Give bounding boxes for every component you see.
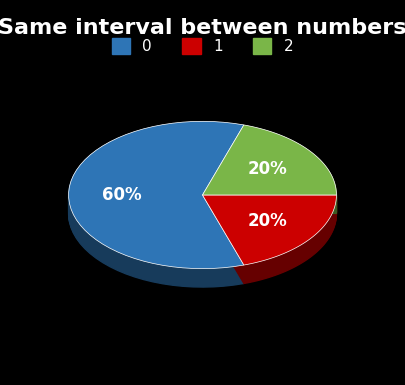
Polygon shape: [202, 211, 337, 281]
Polygon shape: [202, 199, 337, 269]
Legend: 0, 1, 2: 0, 1, 2: [106, 32, 299, 60]
Polygon shape: [202, 133, 337, 203]
Polygon shape: [202, 205, 337, 275]
Polygon shape: [202, 213, 337, 283]
Polygon shape: [69, 139, 244, 286]
Polygon shape: [202, 207, 337, 277]
Polygon shape: [69, 131, 244, 278]
Polygon shape: [69, 124, 244, 271]
Polygon shape: [202, 142, 337, 213]
Polygon shape: [202, 134, 337, 204]
Polygon shape: [202, 203, 337, 273]
Polygon shape: [69, 136, 244, 283]
Polygon shape: [69, 123, 244, 270]
Polygon shape: [202, 201, 337, 271]
Polygon shape: [202, 196, 337, 266]
Polygon shape: [69, 124, 244, 271]
Polygon shape: [69, 137, 244, 285]
Polygon shape: [202, 126, 337, 196]
Polygon shape: [69, 126, 244, 273]
Polygon shape: [202, 204, 337, 275]
Polygon shape: [202, 206, 337, 276]
Polygon shape: [69, 129, 244, 277]
Text: 20%: 20%: [247, 212, 288, 230]
Polygon shape: [69, 138, 244, 286]
Polygon shape: [202, 126, 337, 196]
Polygon shape: [202, 139, 337, 209]
Polygon shape: [202, 197, 337, 267]
Polygon shape: [202, 129, 337, 199]
Polygon shape: [69, 128, 244, 275]
Polygon shape: [202, 198, 337, 268]
Polygon shape: [202, 141, 337, 211]
Polygon shape: [69, 122, 244, 270]
Polygon shape: [202, 143, 337, 213]
Polygon shape: [202, 136, 337, 206]
Polygon shape: [202, 195, 337, 265]
Polygon shape: [202, 125, 337, 195]
Polygon shape: [202, 196, 337, 266]
Polygon shape: [202, 132, 337, 202]
Polygon shape: [69, 137, 244, 284]
Polygon shape: [202, 138, 337, 208]
Polygon shape: [202, 132, 337, 203]
Polygon shape: [69, 132, 244, 279]
Polygon shape: [69, 127, 244, 274]
Polygon shape: [202, 208, 337, 278]
Polygon shape: [202, 209, 337, 279]
Polygon shape: [69, 129, 244, 276]
Polygon shape: [202, 127, 337, 197]
Polygon shape: [202, 135, 337, 205]
Polygon shape: [69, 121, 244, 269]
Polygon shape: [202, 213, 337, 283]
Polygon shape: [202, 140, 337, 210]
Polygon shape: [202, 128, 337, 198]
Polygon shape: [202, 199, 337, 270]
Polygon shape: [202, 212, 337, 282]
Polygon shape: [202, 210, 337, 280]
Polygon shape: [202, 137, 337, 208]
Polygon shape: [69, 140, 244, 287]
Polygon shape: [69, 135, 244, 283]
Polygon shape: [202, 134, 337, 204]
Polygon shape: [69, 130, 244, 278]
Polygon shape: [69, 134, 244, 281]
Polygon shape: [202, 211, 337, 281]
Polygon shape: [202, 200, 337, 270]
Title: Same interval between numbers: Same interval between numbers: [0, 18, 405, 38]
Polygon shape: [202, 131, 337, 201]
Polygon shape: [69, 132, 244, 280]
Polygon shape: [202, 137, 337, 207]
Polygon shape: [202, 141, 337, 211]
Polygon shape: [69, 127, 244, 275]
Polygon shape: [69, 135, 244, 282]
Polygon shape: [69, 125, 244, 272]
Polygon shape: [202, 203, 337, 273]
Polygon shape: [202, 202, 337, 272]
Polygon shape: [202, 208, 337, 278]
Polygon shape: [69, 133, 244, 280]
Polygon shape: [202, 130, 337, 200]
Polygon shape: [202, 142, 337, 212]
Text: 20%: 20%: [247, 160, 288, 178]
Polygon shape: [202, 204, 337, 274]
Text: 60%: 60%: [102, 186, 142, 204]
Polygon shape: [202, 129, 337, 199]
